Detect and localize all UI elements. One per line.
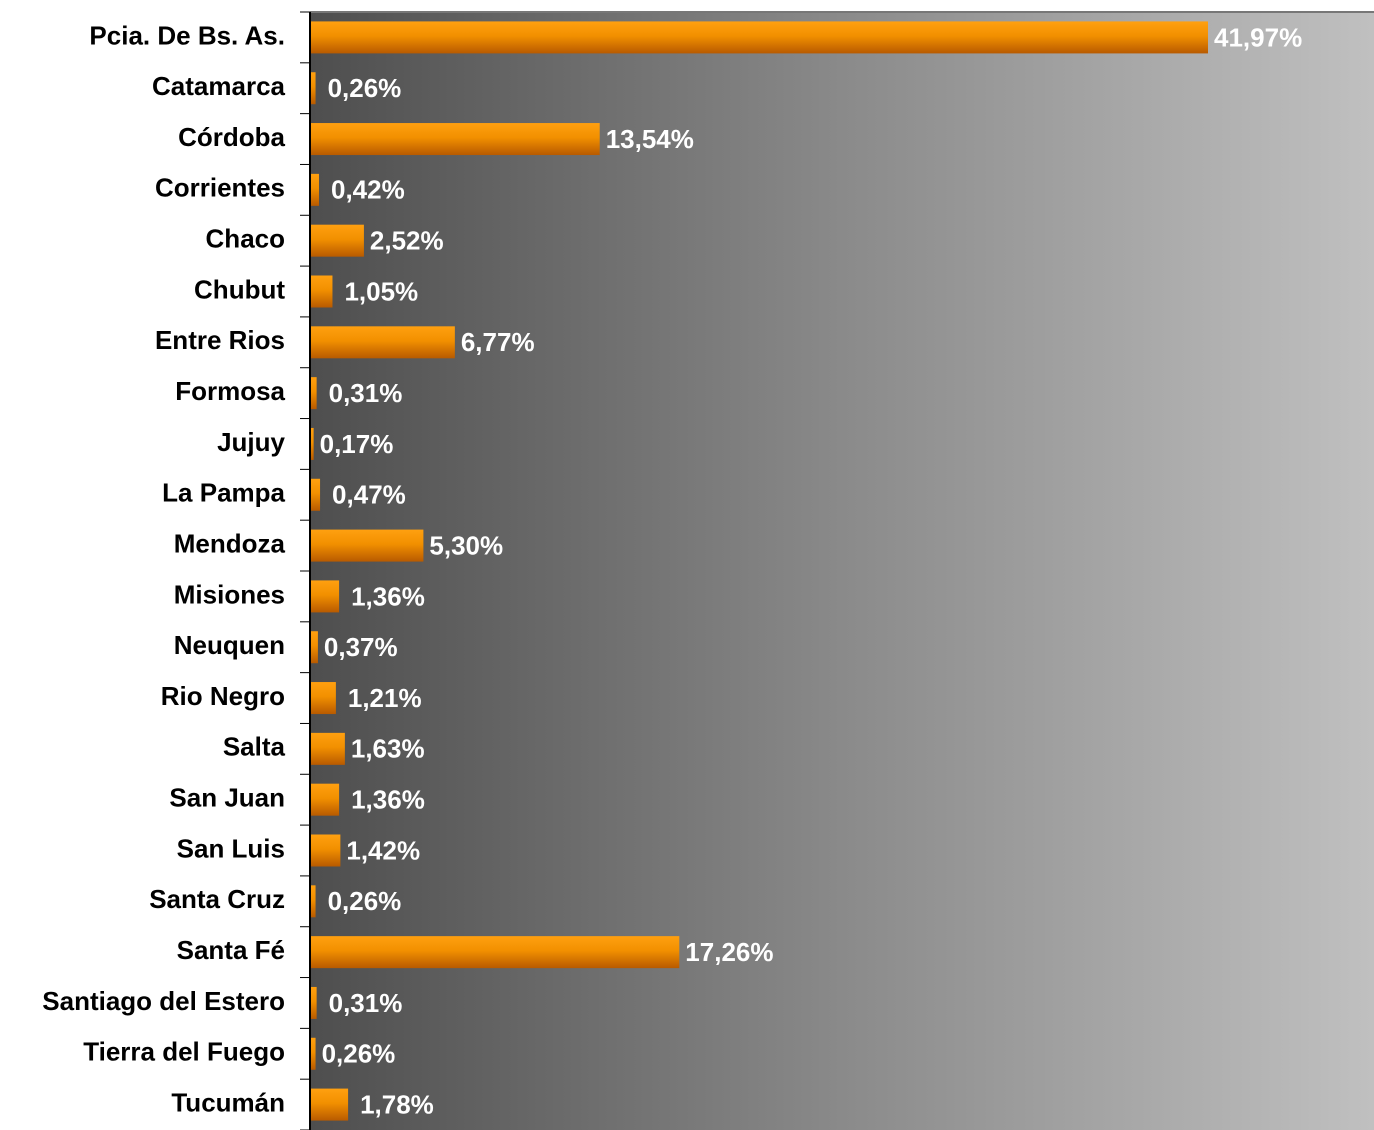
- bar: [310, 123, 600, 156]
- bar: [310, 631, 318, 664]
- value-label: 5,30%: [429, 530, 503, 560]
- bar: [310, 885, 316, 918]
- bar: [310, 224, 364, 257]
- bar: [310, 1088, 349, 1121]
- value-label: 0,26%: [322, 1039, 396, 1069]
- bar: [310, 936, 680, 969]
- bar: [310, 72, 316, 105]
- category-label: Chubut: [194, 274, 285, 304]
- category-label: Entre Rios: [155, 325, 285, 355]
- value-label: 0,31%: [329, 988, 403, 1018]
- category-label: San Luis: [177, 833, 285, 863]
- bar: [310, 783, 340, 816]
- bar: [310, 21, 1208, 54]
- category-label: Salta: [223, 732, 286, 762]
- value-label: 2,52%: [370, 226, 444, 256]
- value-label: 1,05%: [344, 276, 418, 306]
- bar: [310, 682, 336, 715]
- category-label: Santiago del Estero: [42, 986, 285, 1016]
- category-label: Jujuy: [217, 427, 285, 457]
- bar: [310, 427, 314, 460]
- value-label: 1,42%: [346, 835, 420, 865]
- value-label: 6,77%: [461, 327, 535, 357]
- value-label: 0,37%: [324, 632, 398, 662]
- value-label: 1,78%: [360, 1089, 434, 1119]
- category-label: Córdoba: [178, 122, 285, 152]
- bar: [310, 834, 341, 867]
- category-label: San Juan: [169, 783, 285, 813]
- bar: [310, 529, 424, 562]
- value-label: 0,31%: [329, 378, 403, 408]
- value-label: 13,54%: [606, 124, 694, 154]
- value-label: 17,26%: [685, 937, 773, 967]
- category-label: Catamarca: [152, 71, 286, 101]
- bar: [310, 275, 333, 308]
- value-label: 41,97%: [1214, 22, 1302, 52]
- bar: [310, 1037, 316, 1070]
- category-label: Tierra del Fuego: [83, 1037, 285, 1067]
- bar: [310, 377, 317, 410]
- value-label: 0,26%: [328, 886, 402, 916]
- category-label: Corrientes: [155, 173, 285, 203]
- value-label: 0,47%: [332, 480, 406, 510]
- category-label: Tucumán: [171, 1087, 285, 1117]
- category-label: Chaco: [206, 224, 285, 254]
- category-label: Misiones: [174, 579, 285, 609]
- value-label: 1,63%: [351, 734, 425, 764]
- value-label: 1,36%: [351, 785, 425, 815]
- category-label: Formosa: [175, 376, 285, 406]
- bar: [310, 732, 345, 765]
- bar: [310, 580, 340, 613]
- category-label: Neuquen: [174, 630, 285, 660]
- bar: [310, 326, 455, 359]
- category-label: Santa Cruz: [149, 884, 285, 914]
- value-label: 1,21%: [348, 683, 422, 713]
- category-label: Pcia. De Bs. As.: [89, 20, 285, 50]
- bar: [310, 986, 317, 1019]
- value-label: 0,17%: [320, 429, 394, 459]
- category-label: Rio Negro: [161, 681, 285, 711]
- bar: [310, 173, 319, 206]
- bar: [310, 478, 321, 511]
- category-label: La Pampa: [162, 478, 285, 508]
- value-label: 0,42%: [331, 175, 405, 205]
- value-label: 0,26%: [328, 73, 402, 103]
- category-label: Mendoza: [174, 528, 286, 558]
- value-label: 1,36%: [351, 581, 425, 611]
- category-label: Santa Fé: [177, 935, 285, 965]
